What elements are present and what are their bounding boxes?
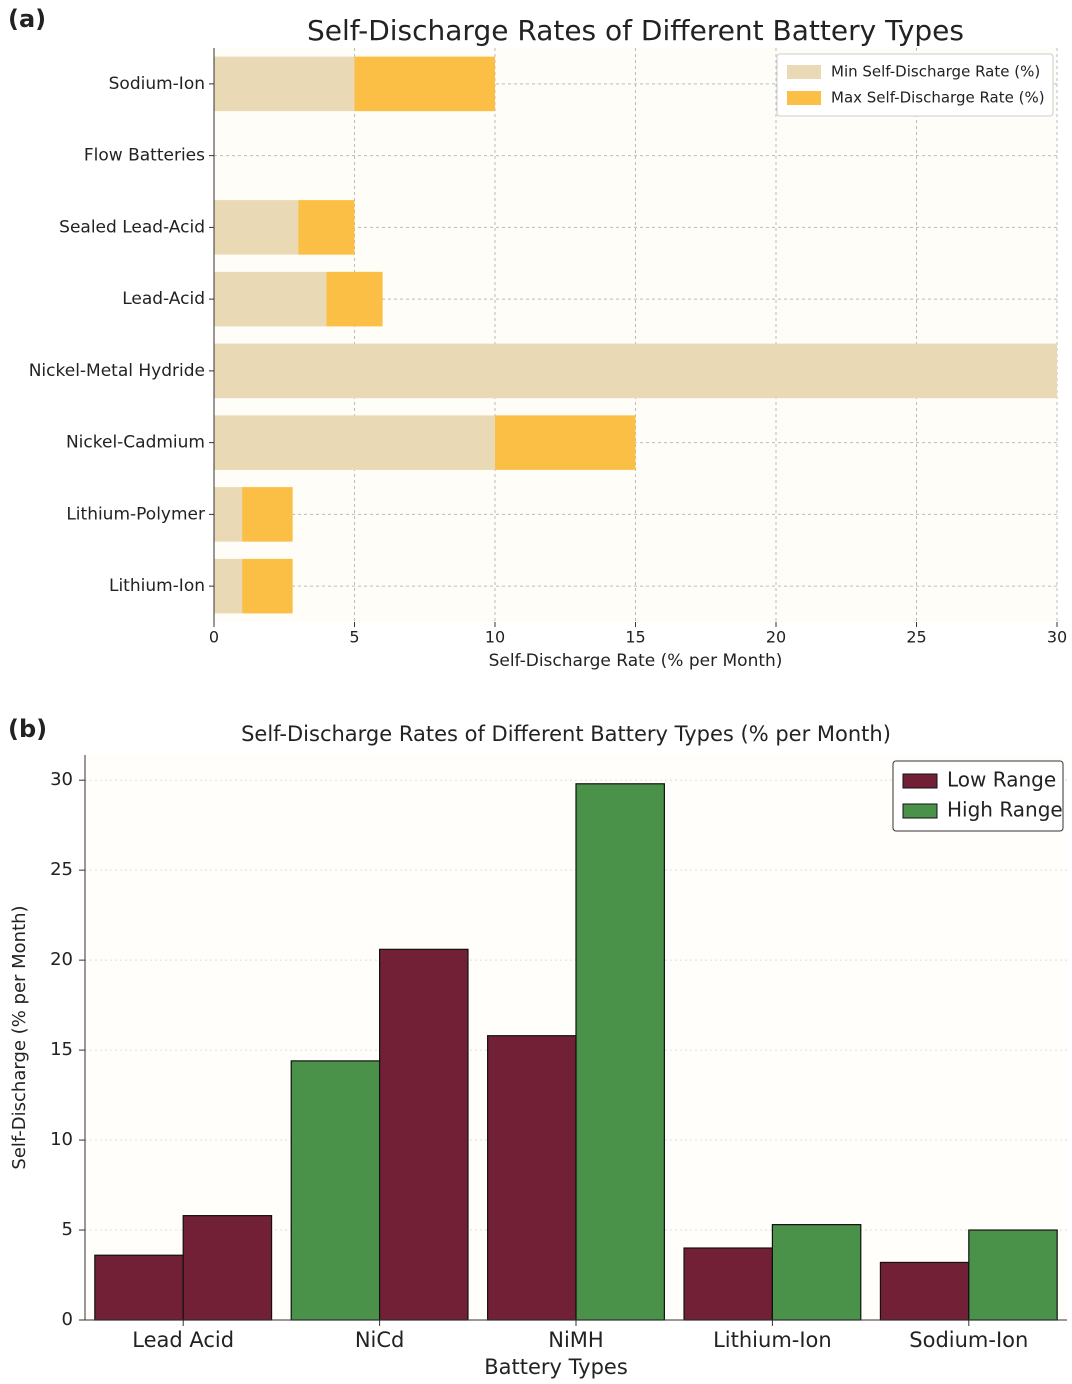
x-tick-label: 0 <box>209 628 219 647</box>
bar <box>495 415 636 470</box>
bar <box>214 56 355 112</box>
panel-label: (a) <box>8 5 46 33</box>
chart-title: Self-Discharge Rates of Different Batter… <box>241 722 891 746</box>
bar <box>575 783 665 1321</box>
x-axis-label: Battery Types <box>484 1355 628 1379</box>
bar <box>683 1247 774 1321</box>
bar <box>214 558 243 614</box>
bar <box>879 1261 970 1321</box>
bar <box>214 415 495 470</box>
legend-swatch <box>787 65 821 79</box>
bar <box>968 1229 1058 1321</box>
x-tick-label: 30 <box>1047 628 1067 647</box>
chart-title: Self-Discharge Rates of Different Batter… <box>307 14 964 47</box>
x-tick-label: 10 <box>485 628 505 647</box>
bar <box>94 1254 184 1321</box>
legend-swatch <box>902 773 938 789</box>
x-tick-label: 15 <box>625 628 645 647</box>
y-tick-label: Nickel-Cadmium <box>66 433 205 453</box>
bar <box>182 1215 273 1321</box>
x-tick-label: 20 <box>766 628 786 647</box>
y-axis-label: Self-Discharge (% per Month) <box>9 905 30 1169</box>
bar <box>242 487 293 542</box>
legend-swatch <box>787 91 821 105</box>
bar <box>326 271 383 327</box>
y-tick-label: 15 <box>50 1039 73 1060</box>
x-tick-label: Lithium-Ion <box>713 1328 832 1352</box>
legend-label: High Range <box>947 798 1063 822</box>
legend-label: Max Self-Discharge Rate (%) <box>831 89 1045 107</box>
bar <box>214 200 299 255</box>
y-tick-label: 25 <box>50 859 73 880</box>
x-tick-label: Lead Acid <box>132 1328 234 1352</box>
y-tick-label: Lead-Acid <box>122 289 205 309</box>
y-tick-label: Lithium-Ion <box>109 576 205 596</box>
bar <box>242 558 293 614</box>
bar <box>771 1224 862 1321</box>
x-tick-label: NiCd <box>355 1328 405 1352</box>
legend-label: Low Range <box>947 768 1056 792</box>
y-tick-label: Sealed Lead-Acid <box>59 217 205 237</box>
bar <box>379 948 469 1321</box>
x-tick-label: 25 <box>906 628 926 647</box>
bar <box>354 56 495 112</box>
y-tick-label: Flow Batteries <box>84 146 205 166</box>
legend-box <box>776 53 1054 117</box>
y-tick-label: Sodium-Ion <box>109 74 205 94</box>
x-tick-label: Sodium-Ion <box>909 1328 1028 1352</box>
y-tick-label: 10 <box>50 1129 73 1150</box>
y-tick-label: Lithium-Polymer <box>66 504 205 524</box>
bar <box>214 487 243 542</box>
bar <box>214 271 327 327</box>
legend-swatch <box>902 803 938 819</box>
legend-label: Min Self-Discharge Rate (%) <box>831 63 1040 81</box>
plot-background <box>214 48 1057 622</box>
panel-label: (b) <box>8 715 47 743</box>
bar <box>290 1060 381 1321</box>
bar <box>214 343 1057 399</box>
x-tick-label: NiMH <box>548 1328 603 1352</box>
y-tick-label: Nickel-Metal Hydride <box>29 361 205 381</box>
x-axis-label: Self-Discharge Rate (% per Month) <box>489 651 783 671</box>
x-tick-label: 5 <box>349 628 359 647</box>
bar <box>487 1035 577 1321</box>
y-tick-label: 20 <box>50 949 73 970</box>
bar <box>298 200 355 255</box>
y-tick-label: 0 <box>62 1309 73 1330</box>
y-tick-label: 5 <box>62 1219 73 1240</box>
y-tick-label: 30 <box>50 769 73 790</box>
